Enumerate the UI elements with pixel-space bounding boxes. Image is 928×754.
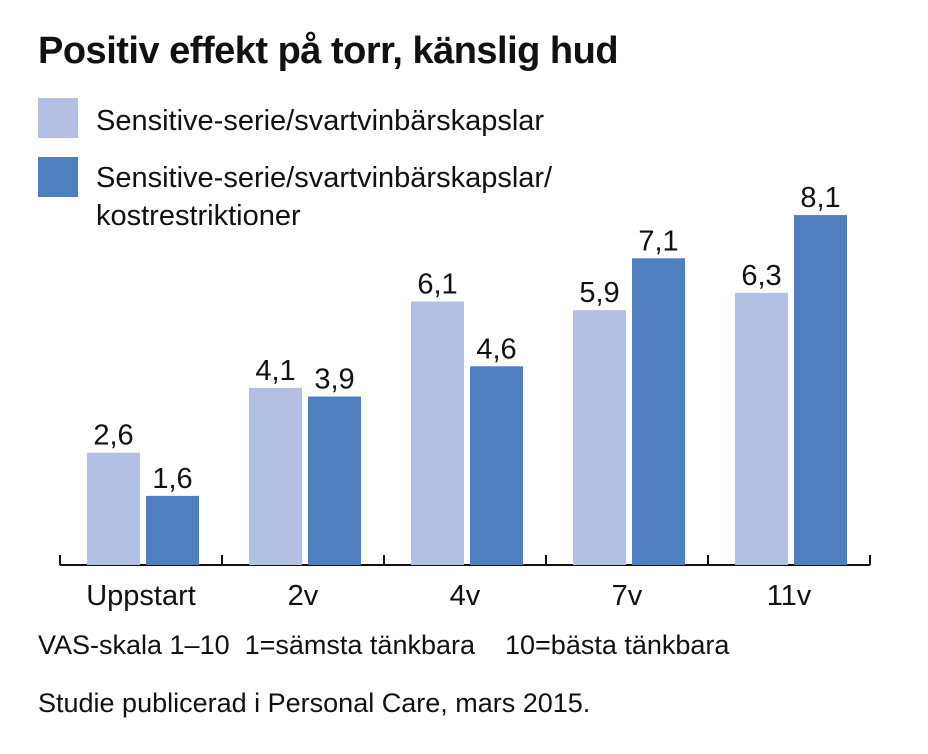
bar-series-1-7v [573,310,626,565]
data-label-series-2-7v: 7,1 [638,225,678,257]
chart-title: Positiv effekt på torr, känslig hud [38,30,619,72]
x-tick-label-Uppstart: Uppstart [86,580,196,612]
data-label-series-1-2v: 4,1 [255,355,295,387]
bar-series-1-Uppstart [87,452,140,565]
x-tick-label-11v: 11v [767,580,812,612]
data-label-series-1-7v: 5,9 [579,277,619,309]
data-label-series-1-11v: 6,3 [741,260,781,292]
bar-series-1-4v [411,301,464,565]
x-tick-label-4v: 4v [450,580,481,612]
data-label-series-2-11v: 8,1 [800,182,840,214]
bar-series-2-4v [470,366,523,565]
scale-note: VAS-skala 1–10 1=sämsta tänkbara 10=bäst… [38,630,730,660]
data-label-series-2-Uppstart: 1,6 [152,463,192,495]
legend-label-series-1: Sensitive-serie/svartvinbärskapslar [96,105,545,137]
x-tick-label-7v: 7v [612,580,643,612]
legend-swatch-series-1 [38,98,78,138]
bar-chart: 2,6 1,6 Uppstart 4,1 3,9 2v 6,1 4,6 4v 5,9 7,1 7v 6,… [59,182,871,612]
x-tick-label-2v: 2v [288,580,319,612]
data-label-series-1-Uppstart: 2,6 [93,420,133,452]
bar-series-2-11v [794,215,847,565]
bar-series-1-11v [735,292,788,565]
bar-series-2-7v [632,258,685,565]
source-note: Studie publicerad i Personal Care, mars … [38,688,591,718]
data-label-series-2-2v: 3,9 [314,364,354,396]
bar-series-2-2v [308,396,361,565]
legend-label-series-2: Sensitive-serie/svartvinbärskapslar/ kos… [96,162,553,232]
bar-series-1-2v [249,387,302,565]
data-label-series-1-4v: 6,1 [417,268,457,300]
data-label-series-2-4v: 4,6 [476,333,516,365]
bar-series-2-Uppstart [146,495,199,565]
legend-swatch-series-2 [38,157,78,197]
